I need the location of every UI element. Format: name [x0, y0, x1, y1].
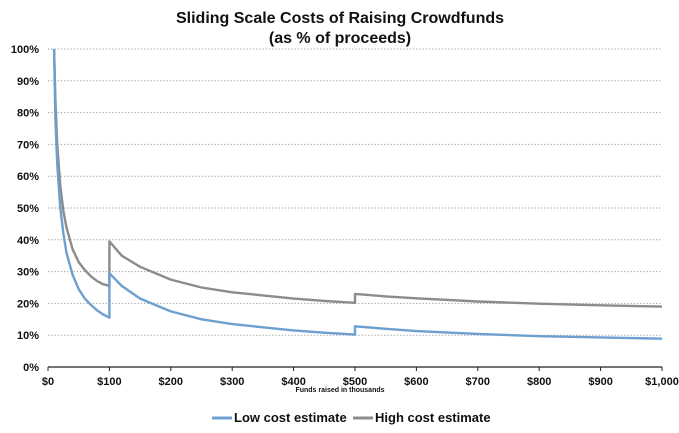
y-tick-label: 40% [17, 235, 39, 247]
x-axis-label: Funds raised in thousands [295, 387, 384, 394]
x-tick-label: $600 [404, 376, 428, 388]
y-tick-label: 30% [17, 267, 39, 279]
x-tick-label: $300 [220, 376, 244, 388]
x-tick-label: $800 [527, 376, 551, 388]
series-lines [52, 48, 663, 340]
x-tick-label: $0 [42, 376, 54, 388]
x-tick-label: $200 [159, 376, 183, 388]
legend: Low cost estimate High cost estimate [212, 410, 491, 425]
y-tick-label: 60% [17, 171, 39, 183]
x-tick-label: $500 [343, 376, 367, 388]
y-tick-label: 0% [23, 362, 39, 374]
series-line-high-cost-estimate [52, 48, 663, 308]
x-tick-label: $1,000 [645, 376, 679, 388]
series-line-low-cost-estimate [52, 48, 663, 340]
x-axis-ticks: $0 $100 $200 $300 $400 $500 $600 $700 $800 $900 $1… [42, 367, 679, 388]
grid-lines [48, 48, 662, 336]
chart-title: Sliding Scale Costs of Raising Crowdfund… [176, 10, 504, 27]
y-tick-label: 20% [17, 298, 39, 310]
y-tick-label: 90% [17, 76, 39, 88]
y-tick-label: 10% [17, 330, 39, 342]
chart-subtitle: (as % of proceeds) [269, 30, 411, 47]
y-tick-label: 80% [17, 108, 39, 120]
x-tick-label: $900 [588, 376, 612, 388]
x-tick-label: $700 [466, 376, 490, 388]
legend-label-low-cost-estimate: Low cost estimate [234, 410, 347, 425]
y-tick-label: 50% [17, 203, 39, 215]
x-tick-label: $400 [281, 376, 305, 388]
y-tick-label: 70% [17, 139, 39, 151]
y-tick-label: 100% [11, 44, 39, 56]
y-axis-ticks: 0% 10% 20% 30% 40% 50% 60% 70% 80% 90% 100% [11, 44, 39, 374]
x-tick-label: $100 [97, 376, 121, 388]
legend-label-high-cost-estimate: High cost estimate [375, 410, 491, 425]
